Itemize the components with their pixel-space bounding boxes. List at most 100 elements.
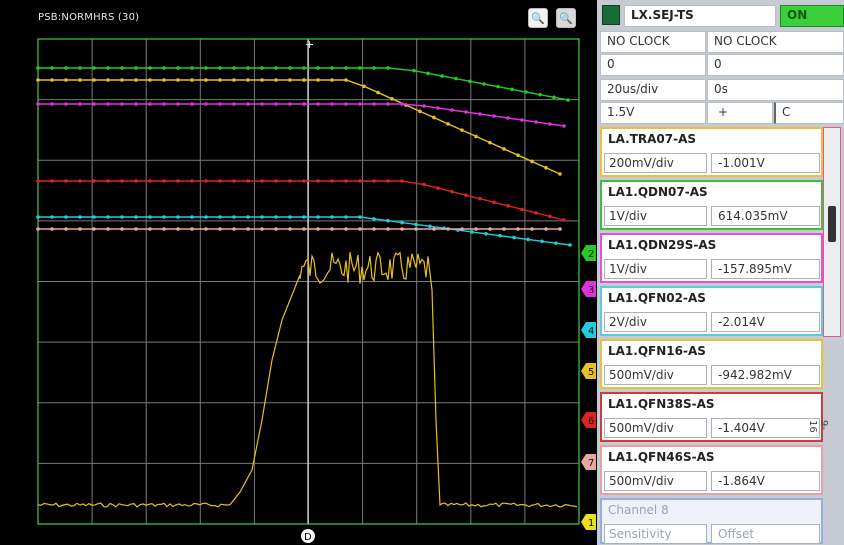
channel-box-1[interactable]: LA.TRA07-AS 200mV/div -1.001V (600, 127, 823, 177)
clock-left[interactable]: NO CLOCK (600, 31, 706, 53)
channel-sensitivity[interactable]: 200mV/div (604, 153, 707, 173)
scroll-handle[interactable] (828, 206, 836, 242)
channel-offset[interactable]: -942.982mV (711, 365, 820, 385)
zoom-out-icon[interactable]: 🔍 (556, 8, 576, 28)
value-right[interactable]: 0 (707, 54, 844, 76)
trigger-level-field[interactable]: 1.5V (600, 102, 706, 124)
channel-box-4[interactable]: LA1.QFN02-AS 2V/div -2.014V (600, 286, 823, 336)
channel-name[interactable]: LA.TRA07-AS (608, 132, 697, 146)
channel-name[interactable]: LA1.QFN38S-AS (608, 397, 715, 411)
magenta-trace-point (92, 102, 96, 106)
channel-box-3[interactable]: LA1.QDN29S-AS 1V/div -157.895mV (600, 233, 823, 283)
channel-sensitivity[interactable]: 500mV/div (604, 365, 707, 385)
red-trace-point (190, 179, 194, 183)
magenta-trace-point (288, 102, 292, 106)
channel-marker (581, 514, 596, 530)
cyan-trace-point (232, 215, 236, 219)
channel-box-5[interactable]: LA1.QFN16-AS 500mV/div -942.982mV (600, 339, 823, 389)
yellow-trace-point (92, 78, 96, 82)
cyan-trace-point (190, 215, 194, 219)
timing-name[interactable]: LX.SEJ-TS (624, 5, 776, 27)
cyan-trace-point (316, 215, 320, 219)
magenta-trace-point (246, 102, 250, 106)
pink-trace-point (176, 227, 180, 231)
red-trace (38, 180, 565, 221)
channel-name[interactable]: LA1.QDN07-AS (608, 185, 708, 199)
cyan-trace-point (64, 215, 68, 219)
green-trace-point (302, 66, 306, 70)
green-trace (38, 67, 569, 101)
magenta-trace-point (422, 104, 426, 108)
yellow-trace-point (390, 97, 394, 101)
red-trace-point (218, 179, 222, 183)
clock-right[interactable]: NO CLOCK (707, 31, 844, 53)
channel-box-2[interactable]: LA1.QDN07-AS 1V/div 614.035mV (600, 180, 823, 230)
channel-name[interactable]: LA1.QFN02-AS (608, 291, 706, 305)
timebase-field[interactable]: 20us/div (600, 79, 706, 101)
cyan-trace-point (162, 215, 166, 219)
red-trace-point (134, 179, 138, 183)
channel-marker (581, 412, 596, 428)
channel-name[interactable]: Channel 8 (608, 503, 669, 517)
cyan-trace-point (260, 215, 264, 219)
pink-trace-point (218, 227, 222, 231)
side-scroll-strip[interactable] (823, 127, 841, 337)
channel-offset[interactable]: -1.404V (711, 418, 820, 438)
channel-offset[interactable]: Offset (711, 524, 820, 544)
magenta-trace-point (134, 102, 138, 106)
magenta-trace-point (106, 102, 110, 106)
channel-name[interactable]: LA1.QFN46S-AS (608, 450, 715, 464)
green-trace-point (274, 66, 278, 70)
zoom-in-icon[interactable]: 🔍 (528, 8, 548, 28)
channel-offset[interactable]: 614.035mV (711, 206, 820, 226)
value-left[interactable]: 0 (600, 54, 706, 76)
yellow-trace-point (106, 78, 110, 82)
channel-sensitivity[interactable]: 2V/div (604, 312, 707, 332)
scope-display[interactable]: +2 3 4 5 6 7 1 D PSB:NORMHRS (30) 🔍 🔍 (0, 0, 597, 545)
channel-offset[interactable]: -1.864V (711, 471, 820, 491)
pink-trace-point (460, 227, 464, 231)
pink-trace-point (260, 227, 264, 231)
channel-offset[interactable]: -2.014V (711, 312, 820, 332)
delay-field[interactable]: 0s (707, 79, 844, 101)
channel-offset[interactable]: -157.895mV (711, 259, 820, 279)
channel-sensitivity[interactable]: 1V/div (604, 206, 707, 226)
channel-offset[interactable]: -1.001V (711, 153, 820, 173)
pink-trace-point (316, 227, 320, 231)
channel-sensitivity[interactable]: 1V/div (604, 259, 707, 279)
channel-box-8[interactable]: Channel 8 Sensitivity Offset (600, 498, 823, 544)
cyan-trace-point (498, 233, 502, 238)
channel-box-7[interactable]: LA1.QFN46S-AS 500mV/div -1.864V (600, 445, 823, 495)
green-trace-point (162, 66, 166, 70)
trigger-coupling-field[interactable]: C (774, 102, 844, 124)
yellow-trace-point (502, 147, 506, 151)
channel-marker-label: 2 (588, 249, 594, 260)
magenta-trace-point (64, 102, 68, 106)
magenta-trace-point (190, 102, 194, 106)
pink-trace-point (558, 227, 562, 231)
channel-name[interactable]: LA1.QDN29S-AS (608, 238, 717, 252)
yellow-trace-point (330, 78, 334, 82)
pink-trace-point (344, 227, 348, 231)
yellow-trace-point (134, 78, 138, 82)
cyan-trace-point (274, 215, 278, 219)
green-trace-point (524, 90, 528, 94)
trigger-slope-field[interactable]: + (707, 102, 773, 124)
magenta-trace-point (492, 114, 496, 118)
green-trace-point (510, 87, 514, 92)
yellow-trace-point (362, 84, 366, 89)
magenta-trace-point (400, 102, 404, 106)
cyan-trace-point (120, 215, 124, 219)
channel-marker (581, 363, 596, 379)
on-toggle[interactable]: ON (780, 5, 844, 27)
green-trace-point (176, 66, 180, 70)
channel-sensitivity[interactable]: Sensitivity (604, 524, 707, 544)
channel-box-6[interactable]: LA1.QFN38S-AS 500mV/div -1.404V (600, 392, 823, 442)
red-trace-point (344, 179, 348, 183)
red-trace-point (436, 186, 440, 190)
channel-marker (581, 454, 596, 470)
channel-name[interactable]: LA1.QFN16-AS (608, 344, 706, 358)
channel-sensitivity[interactable]: 500mV/div (604, 471, 707, 491)
pink-trace-point (148, 227, 152, 231)
channel-sensitivity[interactable]: 500mV/div (604, 418, 707, 438)
